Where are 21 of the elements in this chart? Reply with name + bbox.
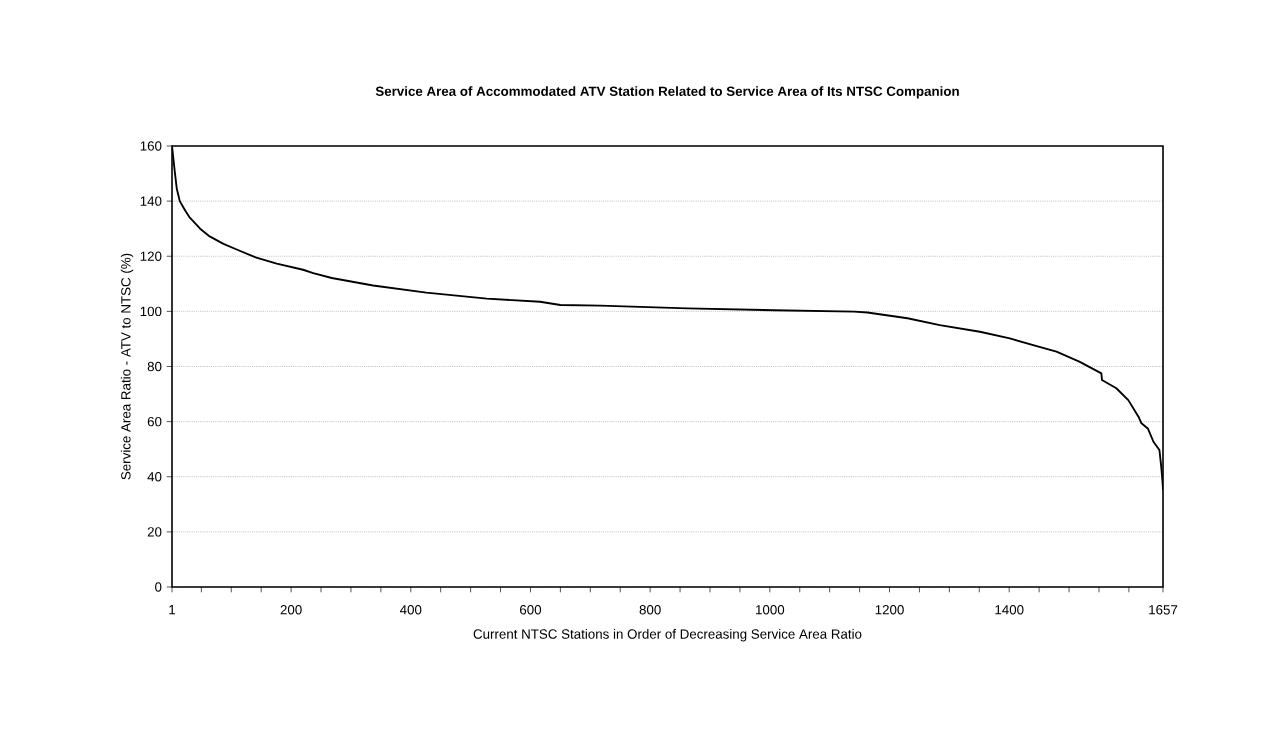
y-axis-title: Service Area Ratio - ATV to NTSC (%) (120, 253, 134, 480)
x-tick-label: 1 (169, 605, 176, 615)
x-tick-label: 1000 (756, 605, 785, 615)
y-tick-label: 100 (140, 306, 162, 317)
x-tick-label: 1200 (875, 605, 904, 615)
y-tick-label: 40 (147, 472, 162, 482)
y-tick-label: 0 (155, 582, 162, 592)
y-tick-label: 20 (147, 527, 162, 537)
x-tick-label: 600 (520, 605, 542, 615)
y-tick-label: 160 (140, 141, 162, 151)
x-tick-label: 1400 (995, 605, 1024, 615)
x-tick-label: 1657 (1149, 605, 1178, 615)
y-tick-label: 60 (147, 416, 162, 427)
x-axis-title: Current NTSC Stations in Order of Decreasing Service Area Ratio (473, 628, 862, 642)
x-tick-label: 400 (399, 605, 422, 615)
x-tick-label: 200 (280, 605, 302, 615)
y-tick-label: 80 (147, 361, 162, 372)
x-tick-label: 800 (639, 605, 661, 615)
chart-title: Service Area of Accommodated ATV Station Related to Service Area of Its NTSC Companion (375, 86, 959, 99)
y-tick-label: 140 (140, 196, 162, 206)
y-tick-label: 120 (140, 251, 162, 261)
